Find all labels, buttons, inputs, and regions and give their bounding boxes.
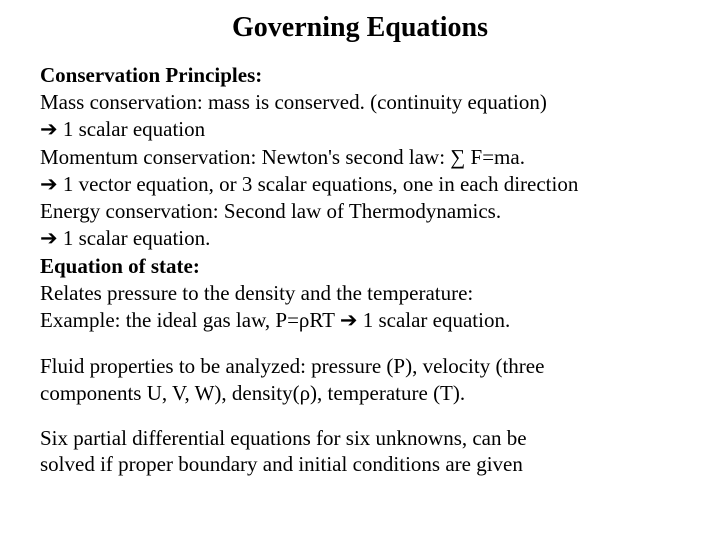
text-segment: Momentum conservation: Newton's second l… [40,145,450,169]
sigma-symbol: ∑ [450,145,465,169]
arrow-icon: ➔ [40,118,58,141]
text-segment: 1 scalar equation. [357,308,510,332]
spacer [40,335,680,353]
text-energy-conservation: Energy conservation: Second law of Therm… [40,198,680,225]
heading-conservation: Conservation Principles: [40,62,680,89]
spacer [40,407,680,425]
text-summary-2: solved if proper boundary and initial co… [40,451,680,478]
text-momentum-conservation: Momentum conservation: Newton's second l… [40,144,680,171]
slide-container: Governing Equations Conservation Princip… [0,0,720,498]
text-momentum-result: ➔ 1 vector equation, or 3 scalar equatio… [40,171,680,199]
text-segment: 1 scalar equation. [58,226,211,250]
slide-title: Governing Equations [40,12,680,44]
text-segment: 1 vector equation, or 3 scalar equations… [58,172,579,196]
arrow-icon: ➔ [40,227,58,250]
text-eos-example: Example: the ideal gas law, P=ρRT ➔ 1 sc… [40,307,680,335]
text-segment: Example: the ideal gas law, P=ρRT [40,308,340,332]
arrow-icon: ➔ [340,309,358,332]
text-summary-1: Six partial differential equations for s… [40,425,680,452]
text-segment: F=ma. [465,145,525,169]
text-energy-result: ➔ 1 scalar equation. [40,225,680,253]
text-fluid-properties-1: Fluid properties to be analyzed: pressur… [40,353,680,380]
heading-equation-of-state: Equation of state: [40,253,680,280]
arrow-icon: ➔ [40,173,58,196]
text-eos-description: Relates pressure to the density and the … [40,280,680,307]
text-segment: 1 scalar equation [58,117,206,141]
text-fluid-properties-2: components U, V, W), density(ρ), tempera… [40,380,680,407]
text-mass-result: ➔ 1 scalar equation [40,116,680,144]
text-mass-conservation: Mass conservation: mass is conserved. (c… [40,89,680,116]
